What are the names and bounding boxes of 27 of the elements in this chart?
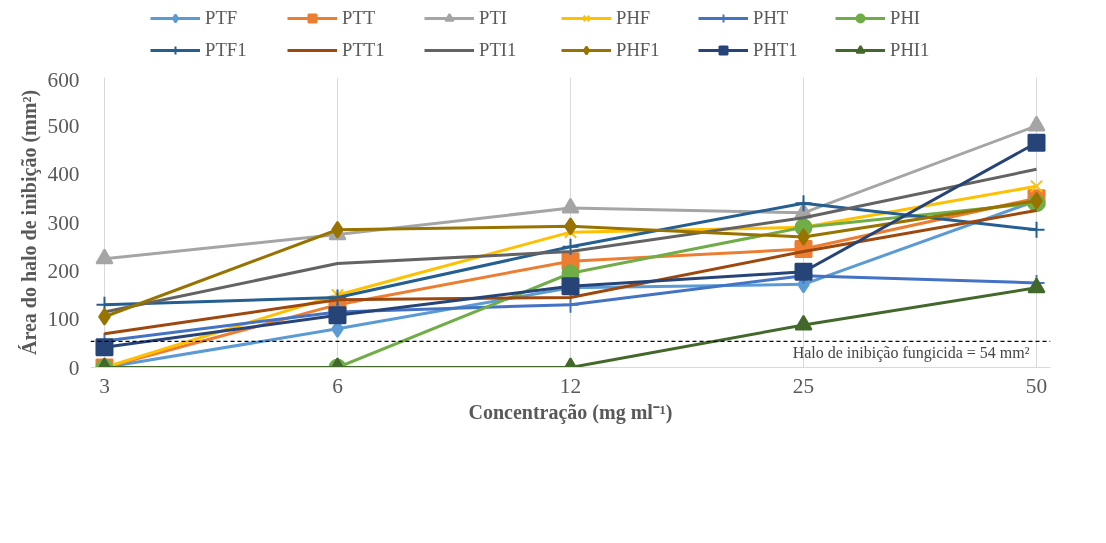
- x-tick-label: 3: [99, 373, 110, 398]
- legend-label: PTI: [479, 7, 508, 29]
- legend-label: PTF: [205, 7, 239, 29]
- y-tick-label: 100: [47, 307, 80, 332]
- legend-label: PTT1: [342, 39, 386, 61]
- legend-label: PTT: [342, 7, 377, 29]
- legend-label: PHI1: [890, 39, 931, 61]
- legend-label: PHF1: [616, 39, 661, 61]
- y-tick-label: 0: [68, 355, 80, 380]
- y-tick-label: 600: [47, 67, 80, 92]
- legend-label: PHT: [753, 7, 790, 29]
- x-tick-label: 12: [559, 373, 582, 398]
- legend-label: PTF1: [205, 39, 248, 61]
- x-tick-label: 25: [792, 373, 815, 398]
- x-tick-label: 50: [1025, 373, 1048, 398]
- legend-label: PHF: [616, 7, 652, 29]
- x-tick-label: 6: [332, 373, 344, 398]
- y-axis-title: Área do halo de inibição (mm²): [17, 89, 41, 356]
- y-tick-label: 200: [47, 258, 80, 283]
- y-tick-label: 400: [47, 162, 80, 187]
- legend-label: PHI: [890, 7, 922, 29]
- x-axis-title: Concentração (mg ml⁻¹): [468, 400, 673, 424]
- y-tick-label: 500: [47, 113, 80, 138]
- y-tick-label: 300: [47, 210, 80, 235]
- legend-label: PHT1: [753, 39, 799, 61]
- legend-label: PTI1: [479, 39, 518, 61]
- ref-line-label: Halo de inibição fungicida = 54 mm²: [792, 344, 1030, 363]
